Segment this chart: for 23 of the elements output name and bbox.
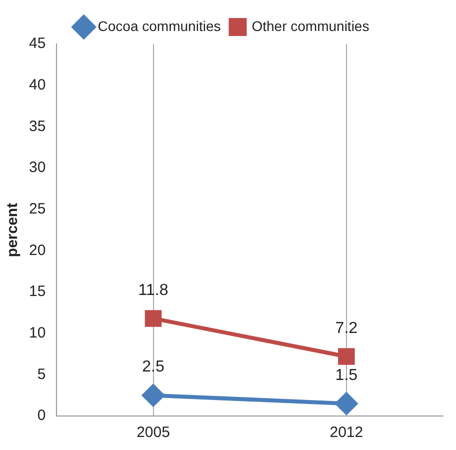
legend-label: Other communities (252, 18, 370, 34)
y-axis-title: percent (4, 202, 22, 258)
point (144, 310, 162, 327)
y-tick-label: 5 (37, 366, 46, 383)
y-tick-label: 10 (28, 324, 46, 342)
y-tick-label: 30 (28, 159, 46, 176)
y-tick-label: 0 (37, 407, 46, 424)
data-label: 11.8 (138, 282, 168, 299)
data-label: 2.5 (142, 358, 164, 376)
x-tick-label: 2005 (136, 424, 170, 442)
legend-label: Cocoa communities (98, 18, 221, 34)
point (142, 384, 164, 406)
data-label: 1.5 (335, 367, 358, 384)
y-tick-label: 25 (28, 200, 46, 218)
y-tick-label: 40 (28, 76, 46, 94)
point (335, 392, 358, 415)
y-tick-label: 45 (28, 35, 46, 52)
data-label: 7.2 (335, 320, 358, 337)
y-tick-label: 35 (28, 118, 46, 135)
y-tick-label: 15 (28, 283, 46, 300)
y-tick-label: 20 (28, 242, 46, 259)
point (338, 348, 355, 365)
x-tick-label: 2012 (330, 424, 364, 442)
